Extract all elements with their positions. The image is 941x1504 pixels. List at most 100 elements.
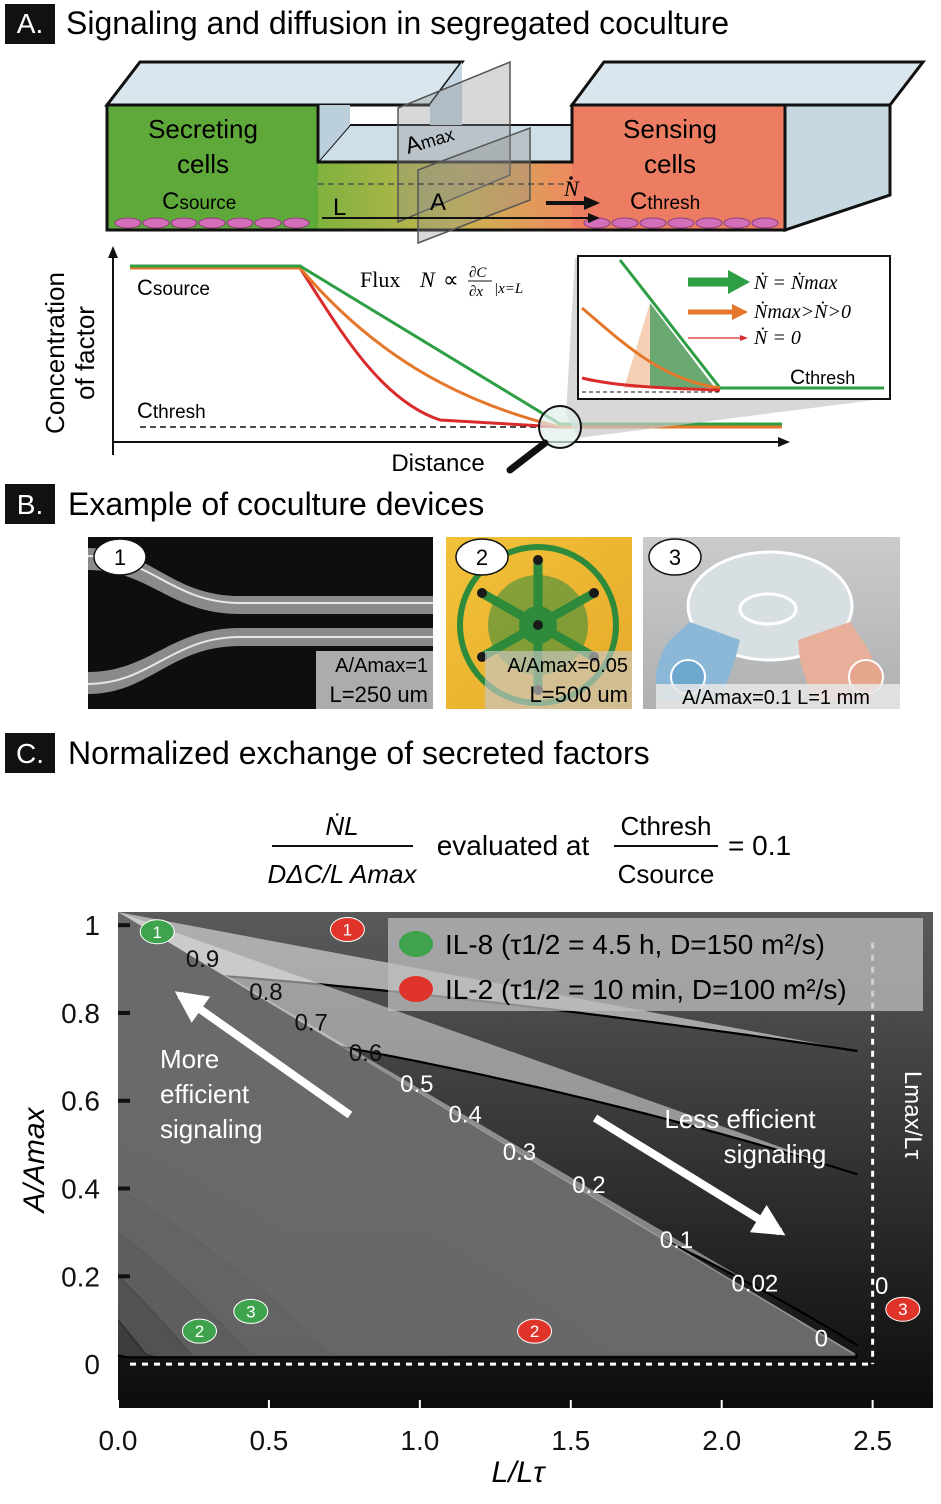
point-marker (182, 1318, 217, 1344)
point-marker (517, 1318, 553, 1344)
y-axis-label-2: of factor (70, 306, 100, 400)
more-efficient-3: signaling (160, 1114, 263, 1144)
device-3-center-ring (738, 592, 798, 626)
contour-line-0_02 (118, 1354, 858, 1359)
concentration-plot: Concentration of factor Distance Csource… (40, 246, 891, 477)
normalization-formula: ṄL DΔC/L Amax evaluated at Cthresh Csour… (268, 811, 792, 889)
inset-red-curve (581, 376, 721, 392)
flux-formula: Flux N ∝ ∂C ∂x |x=L (360, 265, 523, 300)
device-2-ratio: A/Amax=0.05 (507, 655, 628, 677)
contour-label: 0 (815, 1326, 828, 1353)
contour-band-0_7 (118, 912, 858, 1346)
c-thresh-plot-label: Cthresh (137, 398, 206, 423)
c-source-main: C (162, 188, 179, 215)
device-1-streak-b (87, 636, 433, 685)
panel-b-letter: B. (17, 489, 43, 520)
point-label: 1 (153, 923, 162, 942)
y-tick-label: 1 (84, 910, 100, 941)
y-tick-label: 0.6 (61, 1086, 100, 1117)
panel-a: A. Signaling and diffusion in segregated… (5, 4, 927, 477)
panel-a-title: Signaling and diffusion in segregated co… (66, 5, 729, 41)
x-tick-label: 1.5 (551, 1425, 590, 1456)
x-axis-title: L/Lτ (492, 1456, 547, 1489)
panel-a-letter: A. (17, 8, 43, 39)
y-axis-title: A/Amax (18, 1106, 51, 1214)
x-tick-label: 0.5 (249, 1425, 288, 1456)
l-label: L (333, 194, 346, 221)
device-3-dome (686, 550, 854, 662)
device-2-number: 2 (476, 545, 488, 570)
flux-n: N (419, 267, 436, 292)
c-source-sub: source (179, 193, 236, 214)
il2-point-1: 1 (329, 917, 365, 943)
device-3-badge (648, 538, 702, 576)
device-outline (105, 103, 787, 232)
device-3-label-box (656, 684, 900, 709)
right-box-side (783, 103, 892, 233)
point-label: 2 (530, 1322, 539, 1341)
legend-max-label: Ṅ = Ṅmax (753, 271, 838, 294)
y-tick-label: 0 (84, 1349, 100, 1380)
plot-legend: IL-8 (τ1/2 = 4.5 h, D=150 m²/s) IL-2 (τ1… (388, 918, 923, 1011)
point-marker (885, 1296, 921, 1322)
x-tick-label: 1.0 (400, 1425, 439, 1456)
contour-level-labels: 0.9 0.8 0.7 0.6 0.5 0.4 0.3 0.2 0.1 0.02 0 0 (186, 946, 889, 1353)
formula-cthresh: Cthresh (620, 811, 711, 841)
legend-arrowhead-mid (732, 304, 748, 320)
device-1-number: 1 (114, 545, 126, 570)
c-source-plot-label: Csource (137, 275, 210, 300)
data-points: 1 2 3 1 2 3 (139, 917, 921, 1344)
device-2-length: L=500 um (530, 682, 628, 707)
right-box-top (569, 60, 927, 107)
il2-point-2: 2 (517, 1318, 553, 1344)
point-label: 1 (343, 921, 352, 940)
formula-denominator: DΔC/L Amax (268, 859, 418, 889)
inset-orange-curve (581, 306, 721, 390)
legend-mid-label: Ṅmax>Ṅ>0 (753, 300, 851, 323)
legend-il2-marker (399, 976, 433, 1002)
axis-ticks: 0.0 0.5 1.0 1.5 2.0 2.5 0 0.2 0.4 0.6 0.8 1 (61, 910, 892, 1456)
curve-mid-flux (130, 266, 782, 429)
y-tick-label: 0.4 (61, 1174, 100, 1205)
legend-arrowhead-zero (740, 335, 748, 341)
device-3-image: 3 A/Amax=0.1 L=1 mm (643, 537, 900, 709)
less-efficient-arrow (592, 1114, 786, 1236)
contour-label: 0.8 (249, 979, 282, 1006)
il2-point-3: 3 (885, 1296, 921, 1322)
il8-point-3: 3 (233, 1298, 269, 1324)
secreting-chamber (107, 105, 318, 230)
inset-orange-area (624, 303, 650, 388)
less-efficient-2: signaling (724, 1139, 827, 1169)
legend-il8-label: IL-8 (τ1/2 = 4.5 h, D=150 m²/s) (445, 929, 825, 960)
magnifier-lens (538, 405, 582, 449)
contour-label: 0.6 (349, 1040, 382, 1067)
y-axis-label-1: Concentration (40, 272, 70, 434)
zoom-inset: Ṅ = Ṅmax Ṅmax>Ṅ>0 Ṅ = 0 Cthresh (577, 255, 891, 400)
panel-b: B. Example of coculture devices 1 A/Amax… (5, 484, 900, 709)
curve-zero-flux (130, 266, 782, 429)
magnifier-handle (506, 439, 549, 474)
panel-b-letter-box (5, 484, 55, 524)
device-2-image: 2 A/Amax=0.05 L=500 um (446, 537, 632, 709)
c-source-device-label: Csource (162, 188, 236, 215)
contour-label: 0.3 (503, 1139, 536, 1166)
panel-c-title: Normalized exchange of secreted factors (68, 735, 650, 771)
y-tick-label: 0.8 (61, 998, 100, 1029)
panel-b-title: Example of coculture devices (68, 486, 484, 522)
secreting-label-2: cells (177, 149, 229, 179)
distance-axis-arrow (778, 437, 790, 447)
flux-prop: ∝ (443, 267, 459, 292)
left-box-side (430, 62, 462, 125)
flux-eval: |x=L (494, 281, 523, 297)
panel-c: C. Normalized exchange of secreted facto… (5, 733, 933, 1489)
x-axis-label: Distance (391, 450, 484, 477)
flux-dx: ∂x (469, 284, 483, 300)
contour-label: 0.2 (572, 1172, 605, 1199)
length-arrowhead (588, 213, 600, 223)
formula-numerator: ṄL (325, 811, 358, 841)
y-tick-label: 0.2 (61, 1261, 100, 1292)
point-label: 3 (898, 1300, 907, 1319)
c-thresh-device-label: Cthresh (630, 188, 700, 215)
concentration-axis-arrow (108, 246, 118, 258)
device-2-badge (455, 538, 509, 576)
